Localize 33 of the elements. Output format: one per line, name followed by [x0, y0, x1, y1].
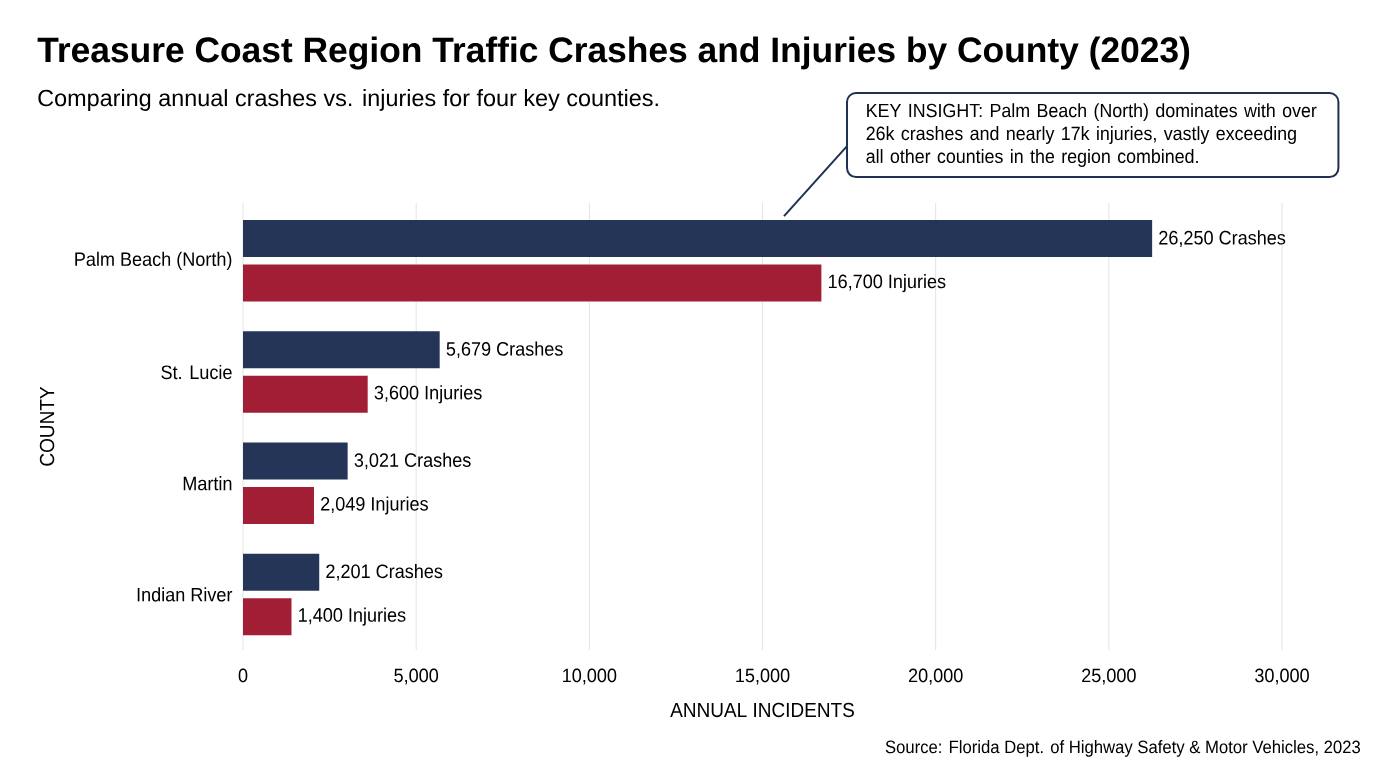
- bar: [243, 264, 822, 302]
- data-label: 16,700 Injuries: [828, 274, 946, 293]
- chart-title: Treasure Coast Region Traffic Crashes and Injuries by County (2023): [37, 36, 1190, 70]
- x-tick-label: 20,000: [908, 668, 963, 685]
- data-label: 1,400 Injuries: [299, 607, 406, 626]
- bar: [243, 375, 368, 413]
- bar: [243, 553, 320, 591]
- x-axis-title: ANNUAL INCIDENTS: [670, 702, 854, 718]
- y-tick-label: Indian River: [137, 587, 233, 602]
- data-label: 26,250 Crashes: [1159, 230, 1286, 247]
- x-tick-label: 0: [238, 668, 248, 683]
- bar: [243, 598, 292, 636]
- x-tick-label: 10,000: [563, 668, 617, 685]
- data-label: 3,021 Crashes: [354, 452, 471, 470]
- y-axis-title: COUNTY: [39, 386, 55, 466]
- chart-subtitle: Comparing annual crashes vs. injuries for four key counties.: [38, 89, 658, 111]
- x-tick-label: 15,000: [736, 668, 790, 685]
- x-tick-label: 30,000: [1255, 668, 1309, 685]
- data-label: 3,600 Injuries: [374, 385, 482, 404]
- source-note: Source: Florida Dept. of Highway Safety & Motor Vehicles, 2023: [885, 740, 1361, 757]
- data-label: 2,201 Crashes: [326, 563, 443, 581]
- y-tick-label: Martin: [183, 476, 232, 491]
- data-label: 2,049 Injuries: [321, 496, 428, 515]
- bar: [243, 442, 348, 480]
- bar: [243, 486, 314, 524]
- x-tick-label: 25,000: [1082, 668, 1136, 685]
- y-tick-label: St. Lucie: [161, 364, 232, 380]
- bar: [243, 331, 440, 369]
- data-label: 5,679 Crashes: [446, 341, 563, 359]
- x-tick-label: 5,000: [394, 668, 439, 685]
- y-tick-label: Palm Beach (North): [75, 251, 232, 270]
- text: KEY INSIGHT: Palm Beach (North) dominates with over 26k crashes and nearly 17k injuries, vastly exceeding all other counties in the region combined.: [866, 103, 1317, 167]
- bar: [243, 220, 1153, 258]
